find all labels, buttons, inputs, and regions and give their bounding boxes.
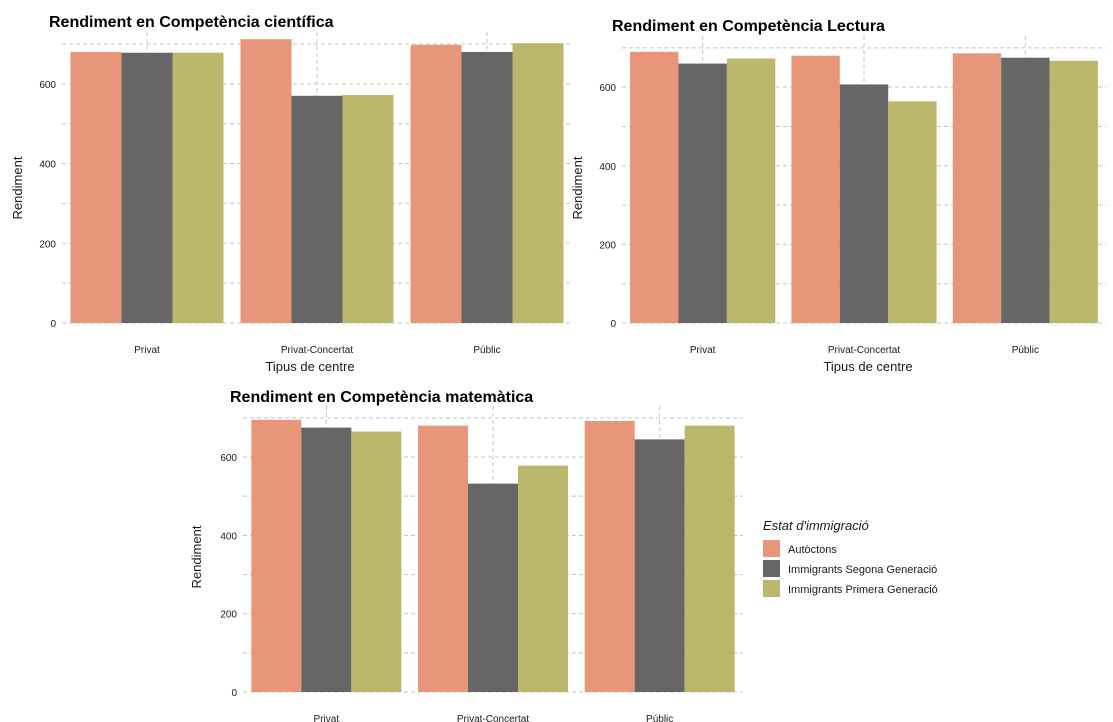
math-bar-privat-concertat-series-2 [468, 483, 518, 692]
math-x-tick-label-privat-concertat: Privat-Concertat [457, 714, 529, 722]
panel-reading-y-axis-title: Rendiment [570, 156, 585, 219]
math-x-tick-label-public: Públic [646, 714, 673, 722]
reading-bar-public-series-1 [952, 53, 1002, 323]
legend-label-autoctons: Autòctons [788, 544, 837, 556]
math-y-tick-label: 0 [231, 688, 237, 699]
science-y-tick-label: 200 [39, 239, 56, 250]
science-bar-privat-concertat-series-2 [291, 95, 343, 324]
math-x-tick-label-privat: Privat [314, 714, 340, 722]
reading-x-tick-label-privat-concertat: Privat-Concertat [828, 345, 900, 356]
panel-science-x-axis-title: Tipus de centre [265, 359, 354, 374]
math-bar-public-series-3 [684, 425, 735, 692]
panel-math-y-axis-title: Rendiment [189, 525, 204, 588]
science-y-tick-label: 400 [39, 160, 56, 171]
reading-bar-privat-series-3 [726, 58, 776, 324]
science-bar-privat-concertat-series-1 [240, 39, 292, 323]
science-bar-privat-series-2 [121, 52, 173, 323]
chart-marks: 0 200 400 600 Privat Privat-Concertat Públic 0 2… [39, 32, 1106, 722]
panel-reading-x-axis-title: Tipus de centre [823, 359, 912, 374]
reading-y-tick-label: 600 [599, 83, 616, 94]
science-bar-privat-series-1 [70, 51, 122, 323]
reading-x-tick-label-privat: Privat [690, 345, 716, 356]
reading-bar-public-series-3 [1049, 60, 1098, 324]
reading-y-tick-label: 400 [599, 162, 616, 173]
legend-label-segona-generacio: Immigrants Segona Generació [788, 564, 937, 576]
reading-plot: 0 200 400 600 Privat Privat-Concertat Públic [599, 36, 1106, 356]
math-bar-privat-concertat-series-3 [518, 465, 568, 692]
reading-y-tick-label: 0 [610, 319, 616, 330]
reading-bar-privat-concertat-series-3 [888, 101, 937, 323]
panel-math: Rendiment en Competència matemàtica Rend… [189, 389, 533, 588]
science-plot: 0 200 400 600 Privat Privat-Concertat Públic [39, 32, 572, 356]
reading-bar-public-series-2 [1001, 57, 1050, 323]
science-bar-public-series-3 [512, 43, 564, 324]
science-y-tick-label: 600 [39, 80, 56, 91]
reading-x-tick-label-public: Públic [1012, 345, 1039, 356]
science-x-tick-label-privat-concertat: Privat-Concertat [281, 345, 353, 356]
science-bar-public-series-1 [410, 44, 462, 324]
panel-reading: Rendiment en Competència Lectura Rendime… [570, 18, 913, 374]
math-plot: 0 200 400 600 Privat Privat-Concertat Públic [220, 406, 743, 722]
panel-science-y-axis-title: Rendiment [10, 156, 25, 219]
reading-y-tick-label: 200 [599, 240, 616, 251]
panel-science-title: Rendiment en Competència científica [49, 14, 334, 31]
science-bar-public-series-2 [461, 51, 513, 323]
legend: Estat d'immigració Autòctons Immigrants … [763, 518, 938, 597]
reading-bar-privat-concertat-series-2 [839, 84, 889, 323]
legend-label-primera-generacio: Immigrants Primera Generació [788, 584, 938, 596]
math-bar-public-series-1 [584, 420, 635, 692]
math-bar-privat-series-2 [301, 427, 352, 692]
panel-math-title: Rendiment en Competència matemàtica [230, 389, 533, 406]
legend-swatch-primera-generacio [763, 580, 780, 597]
reading-bar-privat-series-2 [678, 63, 727, 323]
math-y-tick-label: 400 [220, 531, 237, 542]
legend-swatch-segona-generacio [763, 560, 780, 577]
science-x-tick-label-public: Públic [473, 345, 500, 356]
math-bar-public-series-2 [634, 439, 685, 692]
math-bar-privat-concertat-series-1 [418, 425, 468, 692]
science-x-tick-label-privat: Privat [134, 345, 160, 356]
science-y-tick-label: 0 [50, 319, 56, 330]
math-y-tick-label: 200 [220, 610, 237, 621]
math-bar-privat-series-1 [251, 419, 302, 692]
math-y-tick-label: 600 [220, 453, 237, 464]
science-bar-privat-concertat-series-3 [342, 94, 394, 323]
math-bar-privat-series-3 [351, 431, 402, 692]
reading-bar-privat-series-1 [630, 51, 679, 324]
panel-science: Rendiment en Competència científica Rend… [10, 14, 355, 374]
legend-title: Estat d'immigració [763, 518, 869, 533]
science-bar-privat-series-3 [172, 52, 224, 323]
legend-swatch-autoctons [763, 540, 780, 557]
reading-bar-privat-concertat-series-1 [791, 55, 840, 323]
panel-reading-title: Rendiment en Competència Lectura [612, 18, 885, 35]
